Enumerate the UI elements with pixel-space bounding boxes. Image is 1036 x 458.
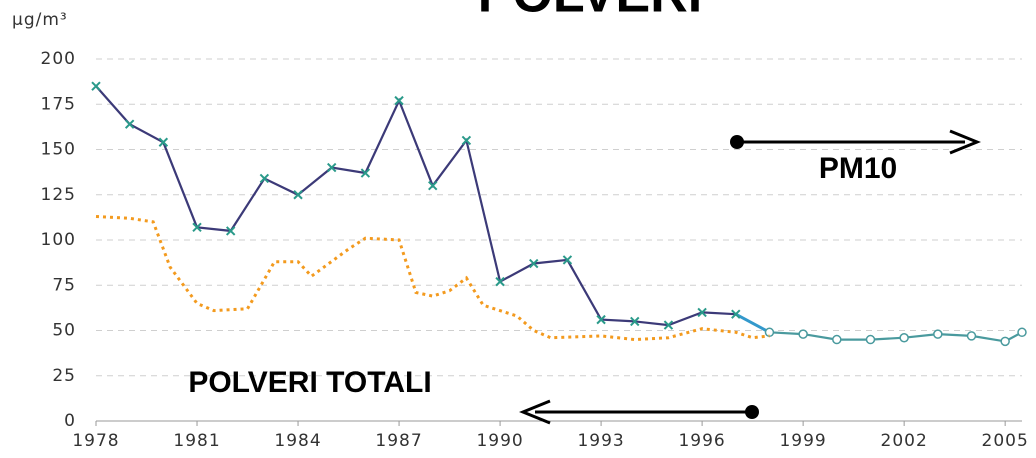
- grid: [96, 58, 1022, 422]
- link-line: [735, 312, 771, 334]
- x-tick-label: 1987: [375, 431, 422, 451]
- chart-title: POLVERI: [478, 0, 702, 24]
- marker: [495, 276, 505, 287]
- annotation: PM10: [819, 152, 897, 185]
- marker: [158, 137, 169, 147]
- x-tick-label: 1978: [72, 431, 119, 451]
- marker: [91, 81, 101, 91]
- marker: [697, 307, 707, 318]
- x-tick-label: 1993: [577, 431, 624, 451]
- y-tick-label: 200: [41, 49, 76, 69]
- series-line: [95, 215, 770, 342]
- marker: [731, 309, 741, 319]
- y-tick-label: 50: [52, 321, 76, 341]
- x-tick-label: 2002: [881, 431, 928, 451]
- marker: [562, 255, 573, 265]
- marker: [360, 168, 371, 178]
- y-tick-label: 150: [41, 140, 76, 160]
- marker: [630, 316, 640, 327]
- marker: [428, 180, 438, 191]
- y-tick-label: 0: [64, 411, 76, 431]
- x-tick-label: 1999: [779, 431, 826, 451]
- arrow: [519, 399, 759, 425]
- marker: [596, 314, 606, 325]
- y-tick-label: 25: [52, 366, 76, 386]
- x-tick-label: 1996: [678, 431, 725, 451]
- marker: [966, 331, 977, 341]
- marker: [225, 226, 236, 236]
- y-tick-label: 125: [41, 185, 76, 205]
- marker: [394, 95, 404, 106]
- x-tick-label: 2005: [982, 431, 1029, 451]
- series-line: [95, 85, 736, 327]
- marker: [663, 320, 674, 330]
- marker: [461, 135, 472, 146]
- y-axis-label: µg/m³: [12, 10, 68, 30]
- marker: [529, 258, 539, 269]
- marker: [1017, 327, 1027, 338]
- marker: [899, 332, 909, 343]
- marker: [259, 173, 270, 184]
- y-tick-label: 100: [41, 230, 76, 250]
- marker: [327, 162, 337, 173]
- marker: [192, 222, 202, 233]
- marker: [1000, 336, 1010, 347]
- annotation: POLVERI TOTALI: [188, 366, 431, 399]
- marker: [933, 329, 943, 339]
- marker: [865, 334, 876, 345]
- y-tick-label: 75: [52, 275, 76, 295]
- marker: [293, 190, 303, 200]
- marker: [764, 327, 775, 338]
- marker: [124, 119, 135, 129]
- arrow: [730, 129, 981, 155]
- x-tick-label: 1981: [173, 431, 220, 451]
- y-tick-label: 175: [41, 94, 76, 114]
- marker: [798, 329, 808, 339]
- x-tick-label: 1984: [274, 431, 321, 451]
- marker: [832, 334, 842, 345]
- x-tick-label: 1990: [476, 431, 523, 451]
